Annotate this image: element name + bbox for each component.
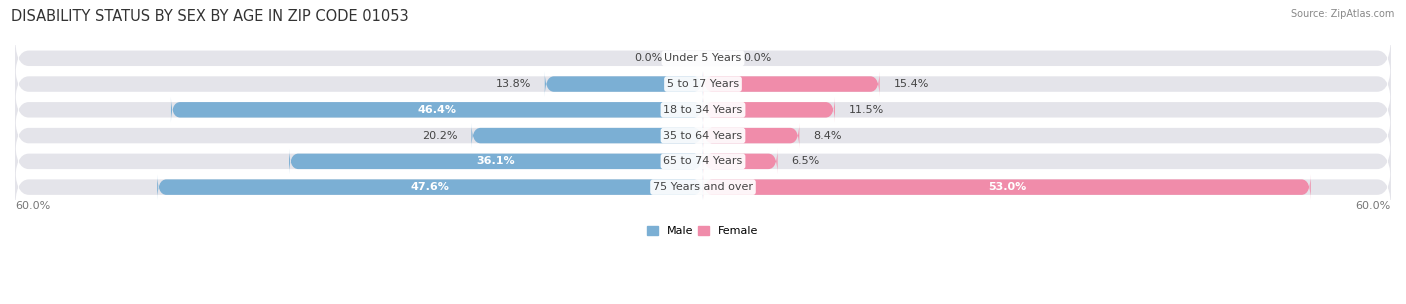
Text: 13.8%: 13.8% [496,79,531,89]
Text: Under 5 Years: Under 5 Years [665,53,741,63]
FancyBboxPatch shape [703,123,800,148]
Text: DISABILITY STATUS BY SEX BY AGE IN ZIP CODE 01053: DISABILITY STATUS BY SEX BY AGE IN ZIP C… [11,9,409,24]
Text: 46.4%: 46.4% [418,105,457,115]
Text: 18 to 34 Years: 18 to 34 Years [664,105,742,115]
Text: 47.6%: 47.6% [411,182,450,192]
FancyBboxPatch shape [15,112,1391,159]
FancyBboxPatch shape [290,148,703,174]
FancyBboxPatch shape [15,87,1391,133]
Text: 65 to 74 Years: 65 to 74 Years [664,156,742,166]
Text: 75 Years and over: 75 Years and over [652,182,754,192]
Text: 35 to 64 Years: 35 to 64 Years [664,131,742,140]
FancyBboxPatch shape [703,71,880,97]
FancyBboxPatch shape [15,138,1391,185]
Text: 53.0%: 53.0% [988,182,1026,192]
Text: 60.0%: 60.0% [1355,201,1391,211]
FancyBboxPatch shape [703,148,778,174]
Text: 8.4%: 8.4% [813,131,842,140]
Text: 0.0%: 0.0% [744,53,772,63]
Text: Source: ZipAtlas.com: Source: ZipAtlas.com [1291,9,1395,19]
Text: 15.4%: 15.4% [893,79,929,89]
FancyBboxPatch shape [703,174,1310,200]
FancyBboxPatch shape [544,71,703,97]
Text: 36.1%: 36.1% [477,156,516,166]
Text: 11.5%: 11.5% [849,105,884,115]
Text: 20.2%: 20.2% [422,131,457,140]
FancyBboxPatch shape [15,61,1391,107]
Legend: Male, Female: Male, Female [643,222,763,241]
Text: 60.0%: 60.0% [15,201,51,211]
FancyBboxPatch shape [172,97,703,123]
FancyBboxPatch shape [157,174,703,200]
FancyBboxPatch shape [15,164,1391,210]
Text: 6.5%: 6.5% [792,156,820,166]
Text: 0.0%: 0.0% [634,53,662,63]
FancyBboxPatch shape [471,123,703,148]
FancyBboxPatch shape [15,35,1391,81]
FancyBboxPatch shape [703,97,835,123]
Text: 5 to 17 Years: 5 to 17 Years [666,79,740,89]
